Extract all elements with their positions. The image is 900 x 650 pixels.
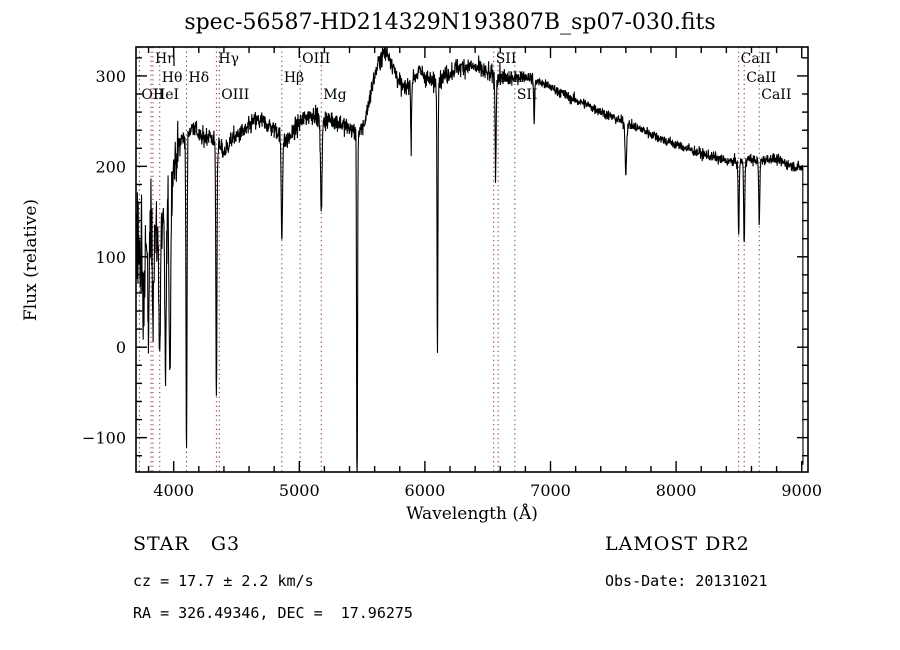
x-tick-6000: 6000 — [405, 481, 446, 500]
object-type-label: STAR G3 — [133, 533, 240, 555]
line-label-caii-14: CaII — [746, 70, 776, 86]
line-label-hθ-3: Hθ — [162, 70, 183, 86]
y-tick-0: 0 — [116, 338, 126, 357]
obs-date-line: Obs-Date: 20131021 — [605, 572, 768, 590]
y-tick-labels: 300 200 100 0 −100 — [82, 67, 126, 448]
y-tick-300: 300 — [95, 67, 126, 86]
y-tick-200: 200 — [95, 157, 126, 176]
spectral-class-text: G3 — [210, 533, 241, 555]
line-label-sii-10: SII — [496, 51, 517, 67]
x-tick-9000: 9000 — [781, 481, 822, 500]
line-label-oii-0: OII — [141, 87, 164, 103]
x-tick-4000: 4000 — [153, 481, 194, 500]
flux-curve — [136, 47, 804, 472]
line-marker-guides — [138, 47, 760, 472]
line-label-hδ-4: Hδ — [188, 70, 209, 86]
x-tick-5000: 5000 — [279, 481, 320, 500]
page-title: spec-56587-HD214329N193807B_sp07-030.fit… — [184, 10, 716, 35]
line-label-mg-9: Mg — [323, 87, 346, 103]
y-axis-label: Flux (relative) — [21, 199, 41, 321]
x-tick-7000: 7000 — [530, 481, 571, 500]
spectrum-trace — [136, 47, 804, 472]
line-label-caii-13: CaII — [741, 51, 771, 67]
line-label-hη-2: Hη — [155, 51, 176, 67]
line-label-hγ-5: Hγ — [218, 51, 239, 67]
line-label-sii-12: SII — [517, 87, 538, 103]
coordinates-line: RA = 326.49346, DEC = 17.96275 — [133, 604, 413, 622]
object-type-text: STAR — [133, 533, 190, 555]
line-label-oiii-8: OIII — [302, 51, 330, 67]
y-tick-100: 100 — [95, 248, 126, 267]
line-label-hei-1: HeI — [153, 87, 179, 103]
line-label-hβ-7: Hβ — [284, 70, 304, 86]
x-tick-8000: 8000 — [656, 481, 697, 500]
line-label-caii-15: CaII — [761, 87, 791, 103]
line-label-nii-11: NII — [500, 70, 523, 86]
survey-label: LAMOST DR2 — [605, 533, 750, 555]
plot-frame — [135, 46, 809, 473]
x-axis-label: Wavelength (Å) — [406, 503, 538, 524]
redshift-velocity-line: cz = 17.7 ± 2.2 km/s — [133, 572, 314, 590]
line-label-oiii-6: OIII — [221, 87, 249, 103]
x-tick-labels: 4000 5000 6000 7000 8000 9000 — [153, 481, 822, 500]
y-tick--100: −100 — [82, 429, 126, 448]
